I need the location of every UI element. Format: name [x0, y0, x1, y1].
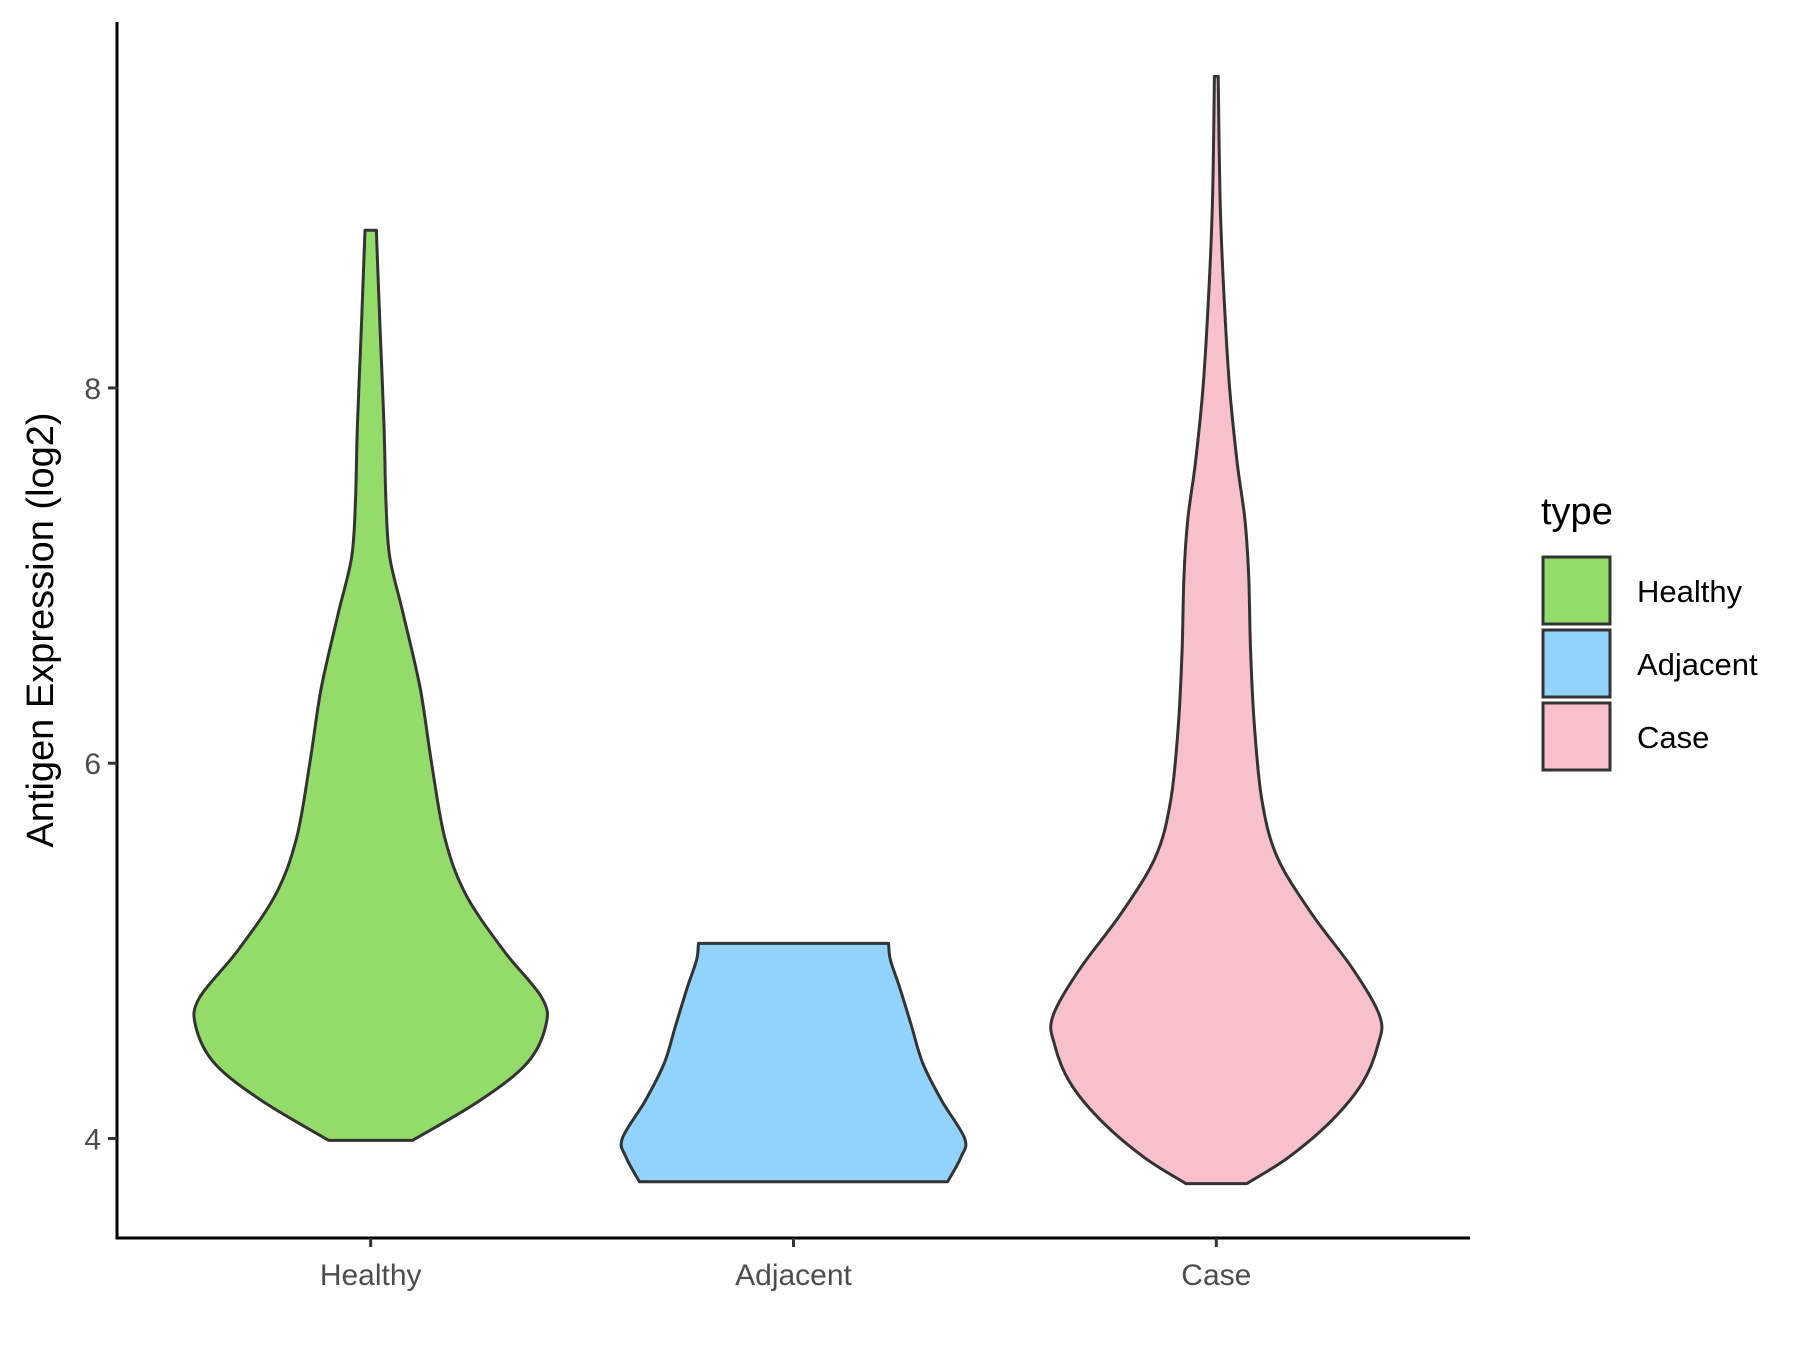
x-tick-label: Healthy: [320, 1259, 422, 1292]
y-axis-title: Antigen Expression (log2): [20, 412, 62, 847]
violin-adjacent: [619, 941, 968, 1184]
violin-case: [1049, 74, 1384, 1186]
violin-layer: [192, 74, 1384, 1186]
legend-key-case: [1541, 701, 1612, 772]
legend-label: Healthy: [1637, 574, 1743, 609]
y-axis: 4 6 8: [84, 22, 119, 1238]
legend-label: Adjacent: [1637, 647, 1758, 682]
violin-healthy: [192, 228, 549, 1142]
x-tick-label: Adjacent: [735, 1259, 852, 1292]
y-tick-label: 6: [84, 748, 101, 781]
y-tick-label: 4: [84, 1124, 101, 1157]
y-tick-label: 8: [84, 373, 101, 406]
x-axis: Healthy Adjacent Case: [115, 1236, 1470, 1292]
legend: type Healthy Adjacent Case: [1541, 491, 1758, 772]
legend-key-healthy: [1541, 555, 1612, 626]
legend-title: type: [1541, 491, 1613, 533]
legend-label: Case: [1637, 720, 1709, 755]
legend-key-adjacent: [1541, 628, 1612, 699]
x-tick-label: Case: [1181, 1259, 1251, 1292]
